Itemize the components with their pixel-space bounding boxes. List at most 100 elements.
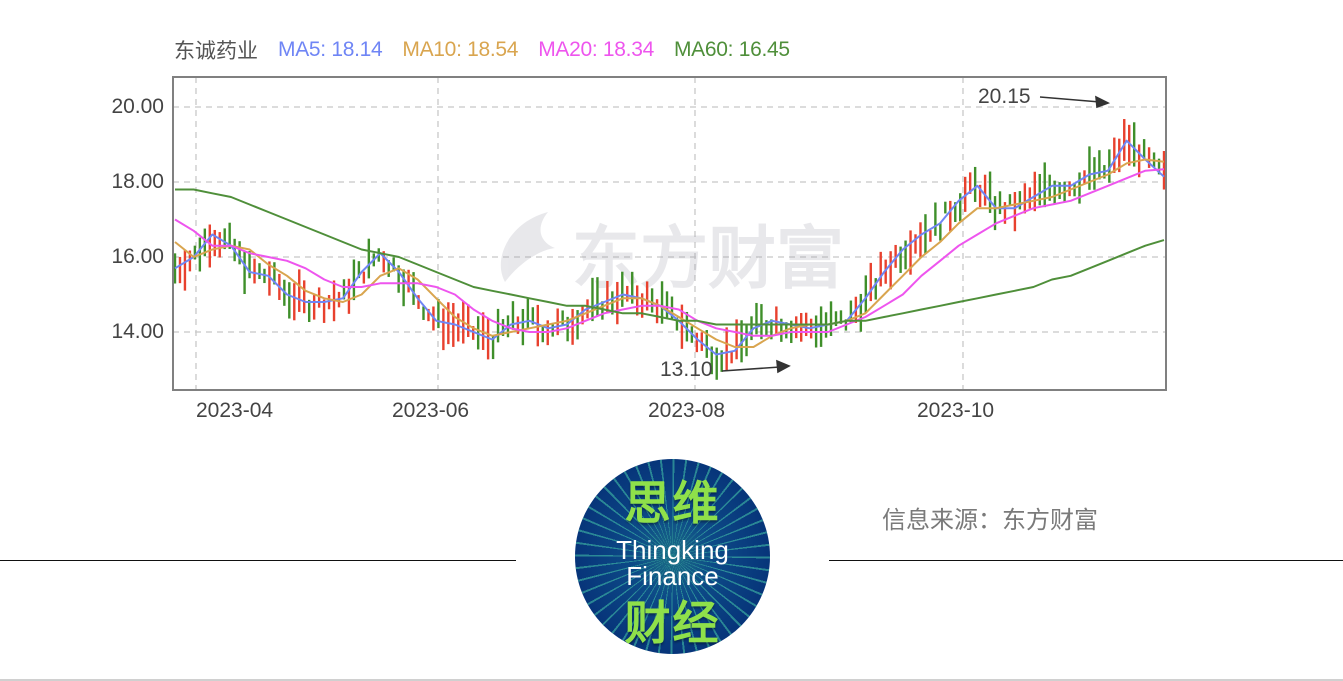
logo-cn-top: 思维 — [624, 476, 721, 530]
candle — [939, 223, 942, 241]
candle — [467, 304, 470, 338]
candle — [457, 313, 460, 342]
candle — [491, 335, 495, 360]
candle — [929, 230, 932, 242]
candle — [889, 251, 892, 290]
candle — [496, 308, 500, 343]
candle — [998, 191, 1002, 215]
candle — [253, 258, 256, 284]
candle — [293, 283, 296, 321]
y-tick-16: 16.00 — [111, 245, 164, 268]
candle — [631, 271, 634, 304]
candle — [621, 271, 624, 307]
candle — [635, 285, 639, 316]
candle — [322, 299, 326, 323]
candle — [750, 316, 753, 341]
candle — [725, 327, 728, 372]
annotation-arrows — [721, 95, 1111, 374]
y-tick-18: 18.00 — [111, 170, 164, 193]
candle — [561, 310, 564, 326]
candle — [755, 302, 758, 335]
candle — [422, 306, 425, 320]
candle — [954, 202, 957, 222]
candle — [720, 350, 723, 372]
candle — [412, 272, 415, 305]
candle — [511, 301, 515, 330]
candle — [367, 238, 371, 279]
candle — [362, 271, 366, 284]
candle — [904, 240, 907, 270]
candle — [606, 280, 609, 313]
candle — [849, 300, 853, 323]
candle — [829, 301, 833, 336]
x-tick-2023-08: 2023-08 — [648, 399, 726, 422]
candle — [173, 253, 177, 284]
candle — [864, 275, 868, 313]
candle — [228, 222, 231, 249]
candle — [760, 304, 763, 340]
candle — [596, 277, 599, 316]
candle — [531, 307, 535, 325]
candle — [541, 325, 544, 343]
candle — [1157, 158, 1161, 175]
x-tick-2023-06: 2023-06 — [392, 399, 470, 422]
candle — [327, 295, 331, 310]
candle — [735, 319, 738, 360]
candle — [526, 297, 530, 330]
candle — [685, 311, 689, 342]
source-text: 信息来源：东方财富 — [882, 507, 1098, 534]
line-ma10 — [174, 158, 1165, 348]
candle — [298, 269, 301, 312]
candle — [1043, 162, 1046, 208]
x-tick-2023-10: 2023-10 — [917, 399, 995, 422]
candle — [869, 262, 872, 302]
candle — [1068, 181, 1071, 197]
candle — [288, 282, 291, 319]
candle — [705, 330, 708, 358]
candle — [650, 288, 654, 313]
bottom-border — [0, 679, 1343, 681]
candle — [183, 249, 187, 291]
watermark: 东方财富 — [500, 212, 844, 299]
stock-chart: 东方财富 — [172, 76, 1167, 391]
candle — [347, 278, 351, 314]
logo-cn-bottom: 财经 — [624, 596, 721, 650]
candle — [780, 318, 783, 342]
candle — [223, 228, 226, 250]
candle — [884, 259, 887, 284]
candle — [1038, 173, 1041, 206]
legend-ma20: MA20: 18.34 — [538, 38, 654, 61]
candle — [1003, 202, 1007, 224]
candle — [859, 293, 863, 332]
candle — [660, 281, 664, 324]
candle — [1123, 119, 1126, 161]
candle — [1147, 147, 1151, 168]
candle — [193, 245, 197, 260]
candle — [303, 280, 306, 314]
candle — [591, 277, 594, 322]
candle — [949, 200, 952, 232]
candle — [601, 301, 604, 320]
line-ma20 — [174, 168, 1165, 337]
legend-ma5: MA5: 18.14 — [278, 38, 383, 61]
candle — [745, 324, 748, 357]
candle — [879, 251, 882, 287]
candle — [973, 166, 977, 202]
moving-average-lines — [174, 139, 1165, 356]
candle — [1108, 149, 1111, 183]
candle — [501, 319, 505, 336]
candle — [934, 202, 937, 236]
candle — [357, 261, 361, 279]
candle — [238, 241, 241, 265]
candle — [188, 250, 192, 272]
candle — [417, 295, 420, 309]
candle — [382, 251, 385, 273]
candle — [342, 279, 346, 300]
candle — [427, 308, 430, 322]
candle — [645, 281, 649, 311]
candle — [397, 265, 400, 293]
candle — [834, 311, 838, 327]
candle — [273, 262, 276, 285]
candle — [874, 278, 877, 300]
y-tick-14: 14.00 — [111, 320, 164, 343]
